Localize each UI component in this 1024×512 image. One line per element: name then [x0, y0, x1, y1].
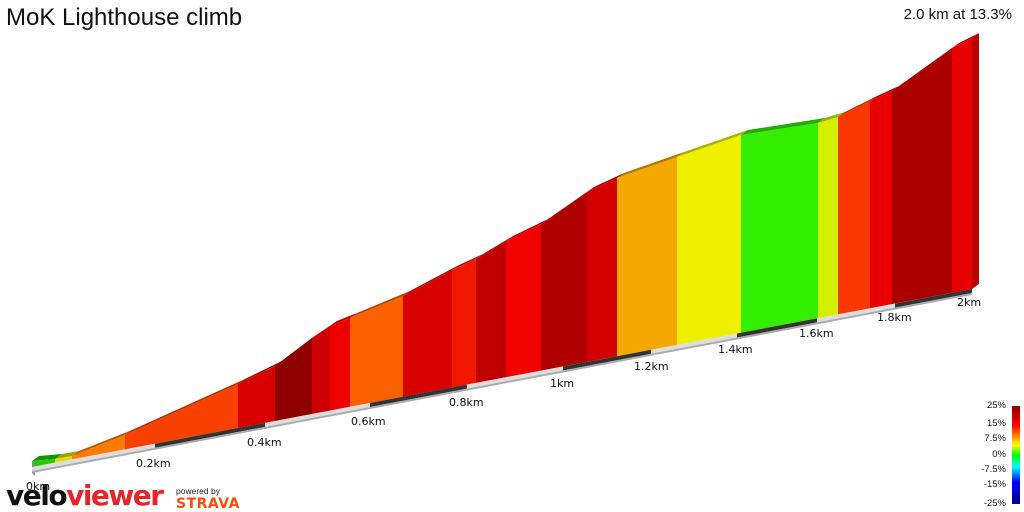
profile-segment	[330, 318, 350, 411]
distance-band	[265, 402, 370, 427]
gradient-legend: 25% 15% 7.5% 0% -7.5% -15% -25%	[968, 398, 1024, 510]
profile-segment	[818, 117, 838, 319]
profile-segment-top	[541, 187, 594, 224]
distance-band-edge	[370, 388, 467, 409]
profile-segment	[32, 459, 55, 467]
profile-segment-top	[476, 236, 513, 259]
profile-segment	[476, 241, 506, 383]
distance-tick-label: 1.4km	[718, 343, 753, 356]
legend-label: -7.5%	[981, 464, 1006, 475]
distance-band	[895, 289, 972, 308]
profile-segment	[55, 456, 72, 463]
legend-label: 7.5%	[984, 433, 1006, 444]
profile-segment-top	[677, 130, 748, 157]
distance-band	[817, 303, 895, 323]
legend-label: -15%	[983, 479, 1006, 490]
veloviewer-logo: veloviewer	[6, 479, 164, 512]
legend-label: 15%	[986, 418, 1006, 429]
legend-label: 0%	[992, 449, 1006, 460]
profile-segment-top	[870, 86, 899, 101]
profile-segment-top	[72, 430, 132, 456]
distance-tick-label: 0.8km	[449, 396, 484, 409]
distance-tick-label: 1.2km	[634, 360, 669, 373]
distance-band-edge	[155, 426, 265, 450]
distance-tick-label: 1km	[550, 377, 574, 390]
profile-segment	[125, 384, 238, 450]
distance-band	[563, 349, 651, 371]
profile-segment-top	[818, 112, 845, 123]
distance-band	[370, 384, 467, 407]
distance-band-edge	[895, 293, 972, 310]
distance-band	[155, 422, 265, 448]
profile-segment-top	[125, 379, 245, 435]
profile-segment-top	[952, 33, 979, 48]
profile-segment	[617, 157, 677, 357]
profile-segment	[952, 38, 972, 293]
profile-segment	[677, 135, 741, 345]
distance-band	[467, 366, 563, 389]
profile-segment	[506, 224, 541, 378]
profile-segment-top	[587, 173, 624, 192]
distance-tick-label: 0.4km	[247, 436, 282, 449]
distance-tick-label: 0km	[26, 480, 50, 493]
profile-end-face	[972, 33, 979, 289]
distance-tick-label: 0.6km	[351, 415, 386, 428]
distance-band	[32, 443, 155, 471]
profile-segment	[312, 326, 330, 414]
powered-by-text: powered by	[176, 486, 220, 496]
strava-logo: STRAVA	[176, 496, 241, 512]
distance-tick-label: 1.6km	[799, 327, 834, 340]
profile-segment-top	[312, 321, 337, 338]
profile-segment-top	[617, 152, 684, 178]
profile-segment	[541, 192, 587, 371]
distance-band	[737, 318, 817, 338]
distance-band-edge	[737, 322, 817, 340]
profile-segment	[892, 48, 952, 305]
profile-segment	[870, 91, 892, 309]
climb-summary: 2.0 km at 13.3%	[903, 6, 1012, 23]
profile-segment-top	[403, 265, 459, 296]
page-title: MoK Lighthouse climb	[6, 4, 243, 31]
profile-segment-top	[350, 291, 410, 318]
distance-band-edge	[563, 353, 651, 373]
distance-band-edge	[467, 370, 563, 391]
legend-label: -25%	[983, 498, 1006, 509]
profile-segment-top	[330, 313, 357, 326]
distance-band-edge	[32, 447, 155, 473]
legend-label: 25%	[986, 400, 1006, 411]
logo-velo: velo	[6, 479, 68, 512]
distance-band-edge	[817, 307, 895, 325]
distance-band-edge	[265, 406, 370, 429]
profile-segment	[238, 366, 275, 428]
profile-segment-top	[741, 118, 825, 135]
gradient-color-bar	[1012, 406, 1020, 504]
profile-segment	[838, 101, 870, 315]
profile-segment	[452, 259, 476, 388]
profile-segment	[275, 338, 312, 421]
profile-segment	[741, 123, 818, 333]
distance-band	[651, 333, 737, 354]
distance-tick-label: 2km	[957, 296, 981, 309]
distance-tick-label: 0.2km	[136, 457, 171, 470]
profile-segment-top	[55, 451, 79, 459]
profile-segment	[350, 296, 403, 407]
profile-segment-top	[452, 254, 483, 270]
profile-segment	[72, 435, 125, 460]
profile-segment-top	[238, 361, 282, 384]
distance-tick-label: 1.8km	[877, 311, 912, 324]
profile-segment	[587, 178, 617, 362]
profile-segment	[403, 270, 452, 397]
profile-segment-top	[506, 219, 548, 241]
distance-band-edge	[651, 337, 737, 356]
logo-viewer: viewer	[66, 479, 164, 512]
profile-segment-top	[838, 96, 877, 117]
profile-segment-top	[32, 454, 62, 461]
